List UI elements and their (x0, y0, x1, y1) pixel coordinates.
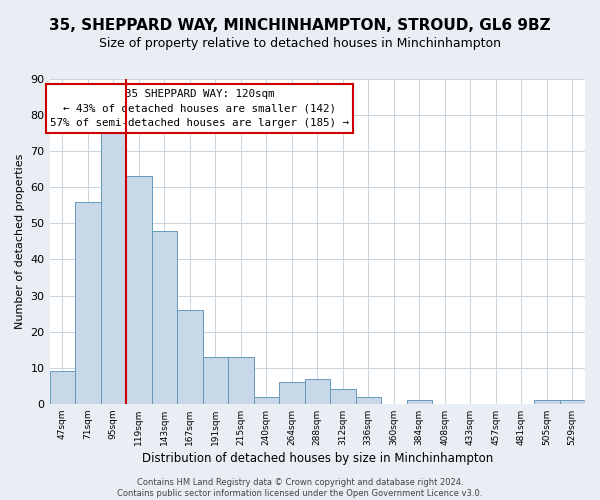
Bar (126, 176, 152, 404)
Bar (330, 390, 356, 404)
Text: Size of property relative to detached houses in Minchinhampton: Size of property relative to detached ho… (99, 38, 501, 51)
Bar (177, 310, 203, 404)
X-axis label: Distribution of detached houses by size in Minchinhampton: Distribution of detached houses by size … (142, 452, 493, 465)
Bar (75, 202, 101, 404)
Bar (279, 382, 305, 404)
Bar (534, 400, 560, 404)
Text: Contains HM Land Registry data © Crown copyright and database right 2024.
Contai: Contains HM Land Registry data © Crown c… (118, 478, 482, 498)
Text: 35, SHEPPARD WAY, MINCHINHAMPTON, STROUD, GL6 9BZ: 35, SHEPPARD WAY, MINCHINHAMPTON, STROUD… (49, 18, 551, 32)
Bar (50, 372, 75, 404)
Bar (305, 378, 330, 404)
Y-axis label: Number of detached properties: Number of detached properties (15, 154, 25, 329)
Bar (101, 133, 126, 404)
Bar (228, 357, 254, 404)
Bar (560, 400, 585, 404)
Bar (203, 357, 228, 404)
Bar (152, 230, 177, 404)
Bar (254, 396, 279, 404)
Text: 35 SHEPPARD WAY: 120sqm
← 43% of detached houses are smaller (142)
57% of semi-d: 35 SHEPPARD WAY: 120sqm ← 43% of detache… (50, 88, 349, 128)
Bar (407, 400, 432, 404)
Bar (356, 396, 381, 404)
